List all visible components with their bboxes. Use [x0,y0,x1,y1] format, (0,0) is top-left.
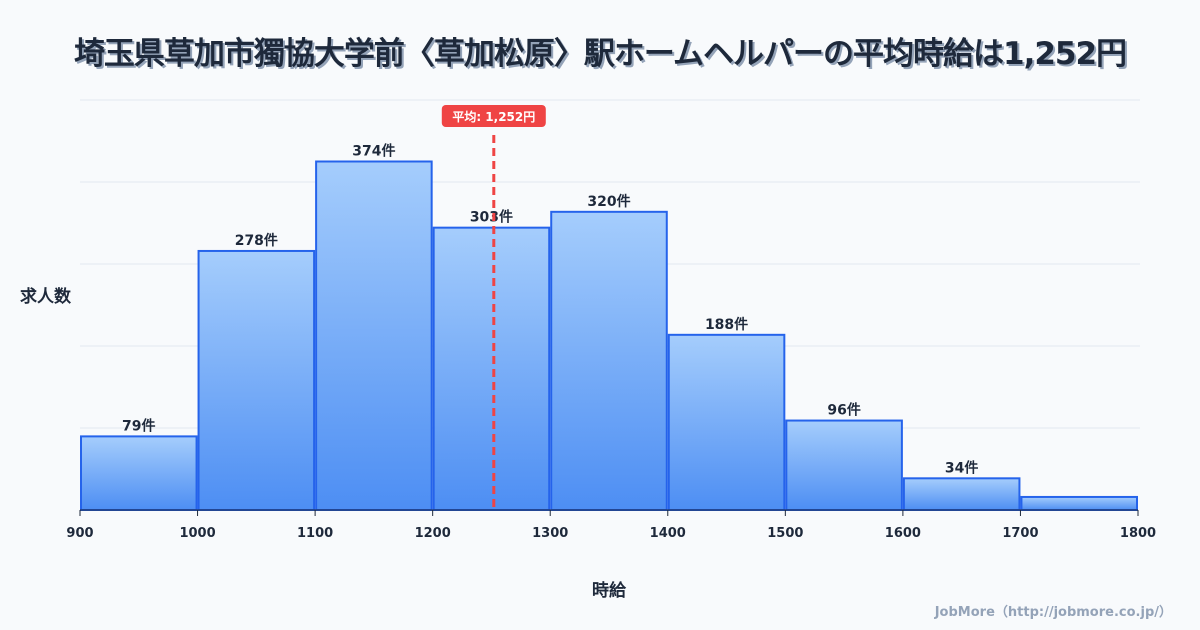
x-tick-label: 1000 [179,526,215,541]
bar-value-label: 278件 [235,232,278,249]
x-tick-label: 1200 [415,526,451,541]
x-tick-label: 1400 [650,526,686,541]
x-tick-label: 1600 [885,526,921,541]
bar-value-label: 34件 [945,459,978,476]
histogram-bar [902,477,1021,511]
x-tick-label: 1100 [297,526,333,541]
y-axis-label: 求人数 [20,287,71,307]
histogram-bar [785,419,903,511]
mean-badge [441,105,546,127]
histogram-bar [667,333,786,511]
histogram-bar [550,210,668,511]
x-tick-label: 1500 [767,526,803,541]
x-axis-label: 時給 [592,581,626,601]
chart-title: 埼玉県草加市獨協大学前〈草加松原〉駅ホームヘルパーの平均時給は1,252円 [73,36,1127,72]
x-tick-label: 1800 [1120,526,1156,541]
x-tick-label: 1300 [532,526,568,541]
bar-value-label: 374件 [352,143,395,160]
x-tick-label: 1700 [1002,526,1038,541]
bar-value-label: 79件 [122,417,155,434]
mean-label: 平均: 1,252円 [452,109,535,124]
bar-value-label: 188件 [705,316,748,333]
bar-value-label: 320件 [587,193,630,210]
histogram-bar [1020,495,1139,512]
credit: JobMore（http://jobmore.co.jp/） [934,605,1172,620]
x-tick-label: 900 [66,526,93,541]
histogram-bar [315,160,433,511]
histogram-bar [80,435,198,511]
bar-value-label: 96件 [827,402,860,419]
bar-value-label: 303件 [470,209,513,226]
histogram-bar [432,226,551,511]
histogram-bar [197,249,316,511]
